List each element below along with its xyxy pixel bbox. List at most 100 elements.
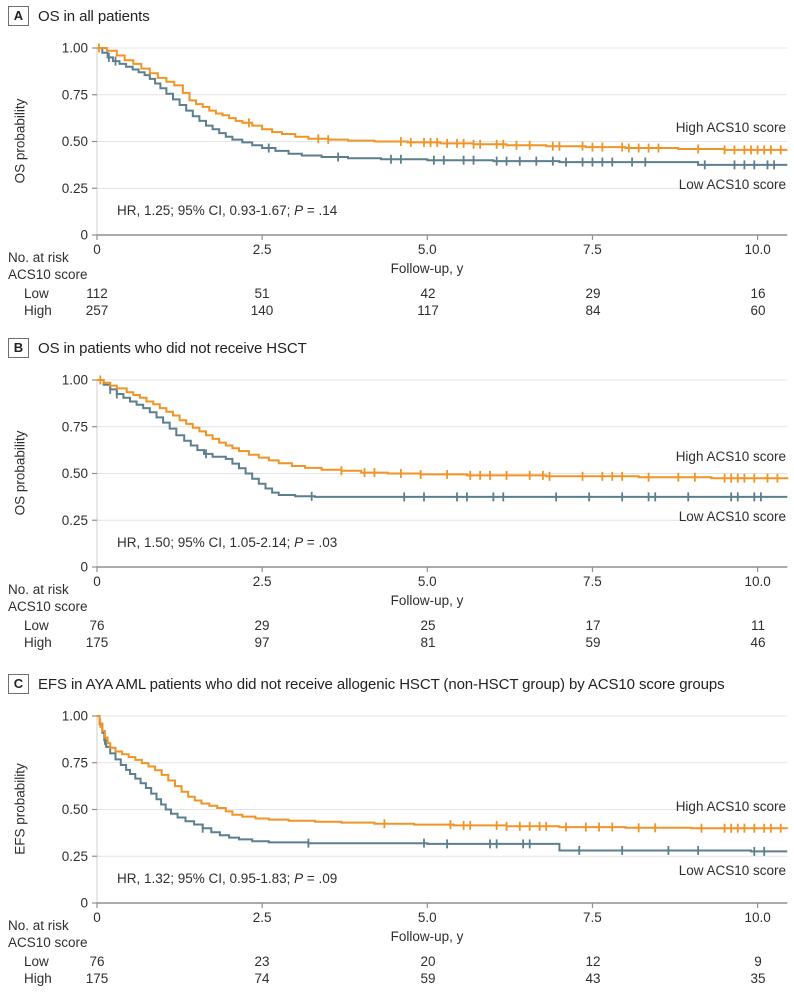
x-axis: 0 2.5 5.0 7.5 10.0 — [93, 902, 788, 925]
panel-a: A OS in all patients OS probability 0 0.2… — [0, 0, 794, 332]
y-tick-label: 0.50 — [62, 466, 88, 481]
risk-value: 74 — [254, 971, 270, 986]
y-tick-label: 1.00 — [62, 41, 88, 56]
x-tick-label: 7.5 — [583, 910, 602, 925]
y-axis: 0 0.25 0.50 0.75 1.00 — [62, 373, 98, 575]
risk-header-line1: No. at risk — [8, 582, 69, 597]
panel-a-hr-text: HR, 1.25; 95% CI, 0.93-1.67; — [117, 203, 295, 218]
panel-b: B OS in patients who did not receive HSC… — [0, 332, 794, 664]
risk-header-line1: No. at risk — [8, 918, 69, 933]
risk-value: 51 — [254, 286, 270, 301]
curve-low — [97, 715, 788, 856]
risk-value: 76 — [89, 618, 105, 633]
y-tick-label: 0.75 — [62, 419, 88, 434]
panel-a-title: OS in all patients — [38, 7, 150, 25]
x-tick-label: 5.0 — [418, 242, 437, 257]
risk-value: 84 — [585, 303, 601, 318]
y-tick-label: 1.00 — [62, 709, 88, 724]
x-tick-label: 7.5 — [583, 574, 602, 589]
risk-row-low: Low 76 29 25 17 11 — [0, 618, 794, 635]
risk-row-label: Low — [24, 286, 49, 301]
panel-c-p-value: = .09 — [303, 871, 338, 886]
risk-row-label: High — [24, 635, 52, 650]
panel-a-header: A OS in all patients — [8, 6, 150, 26]
risk-value: 23 — [254, 954, 270, 969]
panel-c: C EFS in AYA AML patients who did not re… — [0, 668, 794, 1000]
risk-value: 29 — [254, 618, 270, 633]
panel-c-km-plot: 0 0.25 0.50 0.75 1.00 0 2.5 5.0 7.5 10.0 — [62, 709, 789, 925]
risk-header-line2: ACS10 score — [8, 935, 88, 950]
x-tick-label: 2.5 — [253, 242, 272, 257]
risk-value: 42 — [420, 286, 436, 301]
risk-row-label: Low — [24, 954, 49, 969]
x-tick-label: 5.0 — [418, 574, 437, 589]
panel-b-legend-high: High ACS10 score — [675, 449, 786, 464]
panel-a-km-plot: 0 0.25 0.50 0.75 1.00 0 2.5 5.0 7.5 10.0 — [62, 41, 788, 257]
curve-low — [97, 47, 788, 170]
panel-b-km-plot: 0 0.25 0.50 0.75 1.00 0 2.5 5.0 7.5 10.0 — [62, 373, 789, 589]
risk-value: 20 — [420, 954, 436, 969]
panel-a-hr-annotation: HR, 1.25; 95% CI, 0.93-1.67; P = .14 — [117, 203, 337, 218]
risk-header-line2: ACS10 score — [8, 267, 88, 282]
risk-row-high: High 257 140 117 84 60 — [0, 303, 794, 320]
x-tick-label: 2.5 — [253, 574, 272, 589]
risk-row-low: Low 112 51 42 29 16 — [0, 286, 794, 303]
y-axis: 0 0.25 0.50 0.75 1.00 — [62, 41, 98, 243]
panel-a-p-label: P — [294, 203, 304, 218]
gridlines — [97, 379, 788, 521]
panel-b-legend-low: Low ACS10 score — [678, 509, 786, 524]
risk-header-line2: ACS10 score — [8, 599, 88, 614]
risk-row-high: High 175 97 81 59 46 — [0, 635, 794, 652]
panel-b-letter: B — [8, 338, 29, 358]
panel-a-risk-table: No. at risk ACS10 score Follow-up, y Low… — [0, 250, 794, 330]
y-tick-label: 0.75 — [62, 755, 88, 770]
panel-c-title: EFS in AYA AML patients who did not rece… — [38, 675, 725, 693]
risk-row-high: High 175 74 59 43 35 — [0, 971, 794, 988]
risk-value: 11 — [750, 618, 766, 633]
curve-high — [97, 715, 789, 833]
risk-value: 97 — [254, 635, 270, 650]
y-tick-label: 0 — [80, 896, 88, 911]
panel-a-x-axis-label: Follow-up, y — [390, 261, 464, 276]
panel-b-p-label: P — [294, 535, 304, 550]
y-tick-label: 0.50 — [62, 134, 88, 149]
curve-high — [97, 43, 788, 155]
curve-low — [97, 379, 788, 502]
panel-a-p-value: = .14 — [303, 203, 338, 218]
risk-value: 81 — [420, 635, 436, 650]
panel-a-letter: A — [8, 6, 29, 26]
risk-value: 175 — [85, 971, 109, 986]
risk-value: 60 — [750, 303, 766, 318]
y-axis: 0 0.25 0.50 0.75 1.00 — [62, 709, 98, 911]
y-tick-label: 0.25 — [62, 513, 88, 528]
panel-b-title: OS in patients who did not receive HSCT — [38, 339, 307, 357]
gridlines — [97, 715, 788, 857]
gridlines — [97, 47, 788, 189]
risk-value: 59 — [420, 971, 436, 986]
x-axis: 0 2.5 5.0 7.5 10.0 — [93, 566, 788, 589]
risk-value: 46 — [750, 635, 766, 650]
x-tick-label: 7.5 — [583, 242, 602, 257]
panel-a-legend-low: Low ACS10 score — [678, 177, 786, 192]
panel-b-x-axis-label: Follow-up, y — [390, 593, 464, 608]
risk-value: 17 — [585, 618, 601, 633]
panel-c-hr-annotation: HR, 1.32; 95% CI, 0.95-1.83; P = .09 — [117, 871, 337, 886]
y-tick-label: 0.25 — [62, 849, 88, 864]
panel-b-hr-text: HR, 1.50; 95% CI, 1.05-2.14; — [117, 535, 295, 550]
y-tick-label: 0.25 — [62, 181, 88, 196]
risk-row-label: Low — [24, 618, 49, 633]
y-tick-label: 1.00 — [62, 373, 88, 388]
risk-value: 117 — [417, 303, 439, 318]
x-tick-label: 10.0 — [744, 910, 770, 925]
risk-value: 175 — [85, 635, 109, 650]
panel-c-p-label: P — [294, 871, 304, 886]
panel-c-header: C EFS in AYA AML patients who did not re… — [8, 674, 725, 694]
risk-header-line1: No. at risk — [8, 250, 69, 265]
risk-value: 9 — [754, 954, 762, 969]
x-tick-label: 10.0 — [744, 574, 770, 589]
x-tick-label: 5.0 — [418, 910, 437, 925]
risk-value: 16 — [750, 286, 766, 301]
risk-value: 112 — [86, 286, 108, 301]
panel-c-legend-high: High ACS10 score — [675, 799, 786, 814]
risk-value: 29 — [585, 286, 601, 301]
